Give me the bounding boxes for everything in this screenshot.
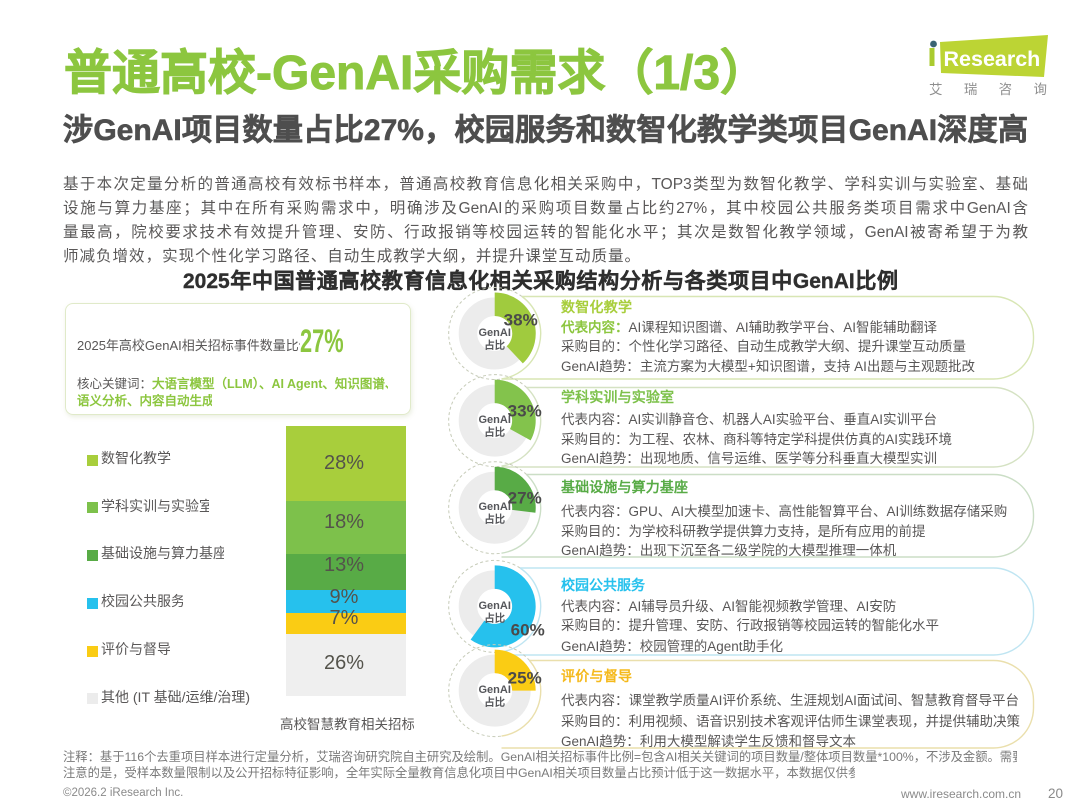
svg-text:Research: Research <box>944 47 1041 71</box>
svg-text:GenAI: GenAI <box>478 327 510 339</box>
svg-text:GenAI: GenAI <box>478 684 510 696</box>
svg-text:占比: 占比 <box>484 513 505 526</box>
svg-text:占比: 占比 <box>484 426 505 439</box>
svg-text:占比: 占比 <box>484 611 505 624</box>
svg-text:占比: 占比 <box>484 696 505 709</box>
svg-text:27%: 27% <box>508 489 542 508</box>
svg-text:33%: 33% <box>508 402 542 421</box>
svg-text:38%: 38% <box>504 311 538 330</box>
svg-text:60%: 60% <box>511 620 545 639</box>
svg-text:GenAI: GenAI <box>478 600 510 612</box>
svg-text:GenAI: GenAI <box>478 414 510 426</box>
svg-text:占比: 占比 <box>484 339 505 352</box>
svg-text:25%: 25% <box>508 669 542 688</box>
svg-text:GenAI: GenAI <box>478 501 510 513</box>
